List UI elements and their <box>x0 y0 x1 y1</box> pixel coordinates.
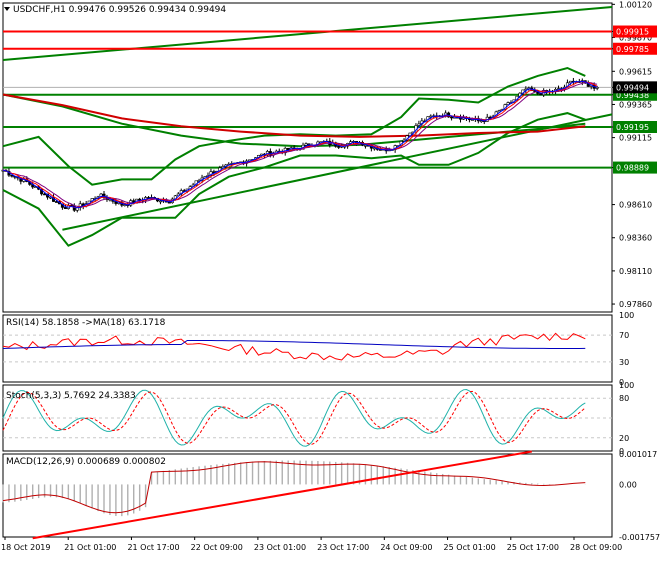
candle-body <box>54 201 58 203</box>
symbol-title: USDCHF,H1 0.99476 0.99526 0.99434 0.9949… <box>13 5 226 15</box>
time-axis: 18 Oct 2019 21 Oct 01:00 21 Oct 17:00 22 Oc… <box>1 537 622 552</box>
candle-body <box>209 171 213 176</box>
rsi-pane[interactable]: 100 70 30 0 <box>2 311 634 387</box>
rsi-tick-label: 0 <box>619 378 624 387</box>
candle-body <box>167 201 171 204</box>
level-badge <box>613 161 657 174</box>
candle-body <box>43 193 47 196</box>
price-tick-label: 0.99615 <box>619 67 652 76</box>
level-label: 0.99915 <box>616 28 649 37</box>
level-label: 0.99438 <box>616 91 649 100</box>
price-tick-label: 1.00120 <box>619 0 652 9</box>
ma-slow <box>2 81 598 208</box>
main-frame <box>2 2 613 313</box>
macd-signal-line <box>2 461 586 514</box>
rsi-title: RSI(14) 58.1858 ->MA(18) 63.1718 <box>6 318 166 328</box>
candle-body <box>158 200 162 203</box>
time-tick-label: 18 Oct 2019 <box>1 543 50 552</box>
ma-fast <box>2 80 598 209</box>
price-tick-label: 0.98610 <box>619 201 652 210</box>
candle-body <box>10 174 14 177</box>
candle-body <box>337 146 341 148</box>
candle-body <box>304 143 308 146</box>
candle-body <box>533 90 537 92</box>
time-tick-label: 23 Oct 17:00 <box>317 543 369 552</box>
time-tick-label: 28 Oct 09:00 <box>570 543 622 552</box>
collapse-triangle-icon[interactable] <box>4 7 10 11</box>
stoch-tick-label: 80 <box>619 394 629 403</box>
level-label: 0.99195 <box>616 123 649 132</box>
macd-title: MACD(12,26,9) 0.000689 0.000802 <box>6 457 166 467</box>
time-tick-label: 24 Oct 09:00 <box>380 543 432 552</box>
stoch-tick-label: 100 <box>619 381 634 390</box>
stoch-signal-line <box>2 390 586 445</box>
trendline <box>62 113 613 231</box>
rsi-tick-label: 30 <box>619 358 629 367</box>
time-tick-label: 25 Oct 17:00 <box>507 543 559 552</box>
level-badge <box>613 25 657 38</box>
level-badge <box>613 120 657 133</box>
candle-body <box>72 205 76 211</box>
stoch-tick-label: 0 <box>619 447 624 456</box>
candle-body <box>479 120 483 123</box>
time-tick-label: 21 Oct 17:00 <box>127 543 179 552</box>
candle-body <box>363 144 367 147</box>
level-label: 0.99785 <box>616 45 649 54</box>
macd-tick-label: -0.001757 <box>619 533 660 542</box>
macd-tick-label: 0.00 <box>619 480 637 489</box>
candle-body <box>417 123 421 126</box>
macd-pane[interactable]: 0.001017 0.00 -0.001757 <box>2 450 660 542</box>
stoch-tick-label: 20 <box>619 434 629 443</box>
candle-body <box>568 80 572 84</box>
candle-body <box>506 102 510 105</box>
trendline <box>2 5 613 62</box>
rsi-line <box>2 332 586 361</box>
candle-body <box>63 207 67 209</box>
level-label: 0.98889 <box>616 164 649 173</box>
price-tick-label: 0.99115 <box>619 134 652 143</box>
stoch-title: Stoch(5,3,3) 5.7692 24.3383 <box>6 391 136 401</box>
stoch-main-line <box>2 388 586 447</box>
price-tick-label: 0.99365 <box>619 100 652 109</box>
price-tick-label: 0.98360 <box>619 234 652 243</box>
candle-body <box>450 116 454 119</box>
candle-body <box>123 204 127 206</box>
bollinger-upper <box>2 66 586 186</box>
candle-body <box>497 110 501 113</box>
stochastic-pane[interactable]: 100 80 20 0 <box>2 381 634 456</box>
sma-slow <box>2 93 586 138</box>
macd-trendline <box>32 450 532 540</box>
time-tick-label: 21 Oct 01:00 <box>64 543 116 552</box>
level-badge <box>613 42 657 55</box>
rsi-ma-line <box>2 340 586 349</box>
candle-body <box>138 198 142 201</box>
bollinger-lower <box>2 112 586 247</box>
current-price-badge <box>613 81 657 94</box>
time-tick-label: 25 Oct 01:00 <box>444 543 496 552</box>
macd-tick-label: 0.001017 <box>619 450 657 459</box>
candle-body <box>539 93 543 96</box>
candle-body <box>595 87 599 89</box>
current-price-label: 0.99494 <box>616 83 649 92</box>
price-tick-label: 0.98110 <box>619 267 652 276</box>
price-tick-label: 0.99870 <box>619 33 652 42</box>
candle-body <box>429 115 433 118</box>
time-tick-label: 22 Oct 09:00 <box>191 543 243 552</box>
candle-body <box>372 147 376 150</box>
price-tick-label: 0.97860 <box>619 300 652 309</box>
time-tick-label: 23 Oct 01:00 <box>254 543 306 552</box>
rsi-tick-label: 70 <box>619 331 629 340</box>
rsi-tick-label: 100 <box>619 311 634 320</box>
